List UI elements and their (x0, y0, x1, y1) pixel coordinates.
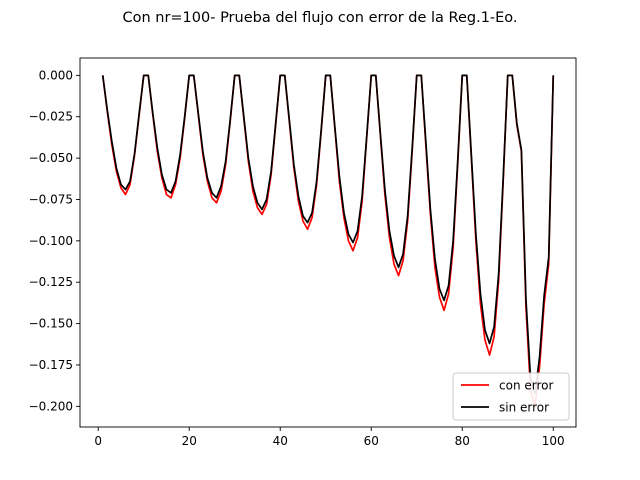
x-tick-label: 80 (455, 434, 470, 448)
x-tick-label: 60 (364, 434, 379, 448)
x-tick-label: 100 (542, 434, 565, 448)
series-layer (101, 74, 555, 408)
x-tick-label: 20 (182, 434, 197, 448)
y-axis: 0.000 −0.025 −0.050 −0.075 −0.100 −0.125 −0.15… (29, 68, 80, 413)
x-tick-label: 0 (94, 434, 102, 448)
y-tick-label: 0.000 (39, 68, 73, 82)
x-tick-label: 40 (273, 434, 288, 448)
y-tick-label: −0.100 (29, 234, 73, 248)
y-tick-label: −0.050 (29, 151, 73, 165)
series-line-sin-error (101, 74, 555, 394)
chart-title: Con nr=100- Prueba del flujo con error d… (122, 10, 517, 26)
y-tick-label: −0.150 (29, 317, 73, 331)
y-tick-label: −0.025 (29, 110, 73, 124)
legend-label-sin-error: sin error (499, 401, 549, 415)
y-tick-label: −0.075 (29, 192, 73, 206)
x-axis: 0 20 40 60 80 100 (94, 427, 565, 448)
y-tick-label: −0.125 (29, 275, 73, 289)
y-tick-label: −0.200 (29, 399, 73, 413)
plot-area-frame (79, 57, 577, 428)
legend-label-con-error: con error (499, 379, 553, 393)
legend: con error sin error (452, 372, 570, 421)
y-tick-label: −0.175 (29, 358, 73, 372)
